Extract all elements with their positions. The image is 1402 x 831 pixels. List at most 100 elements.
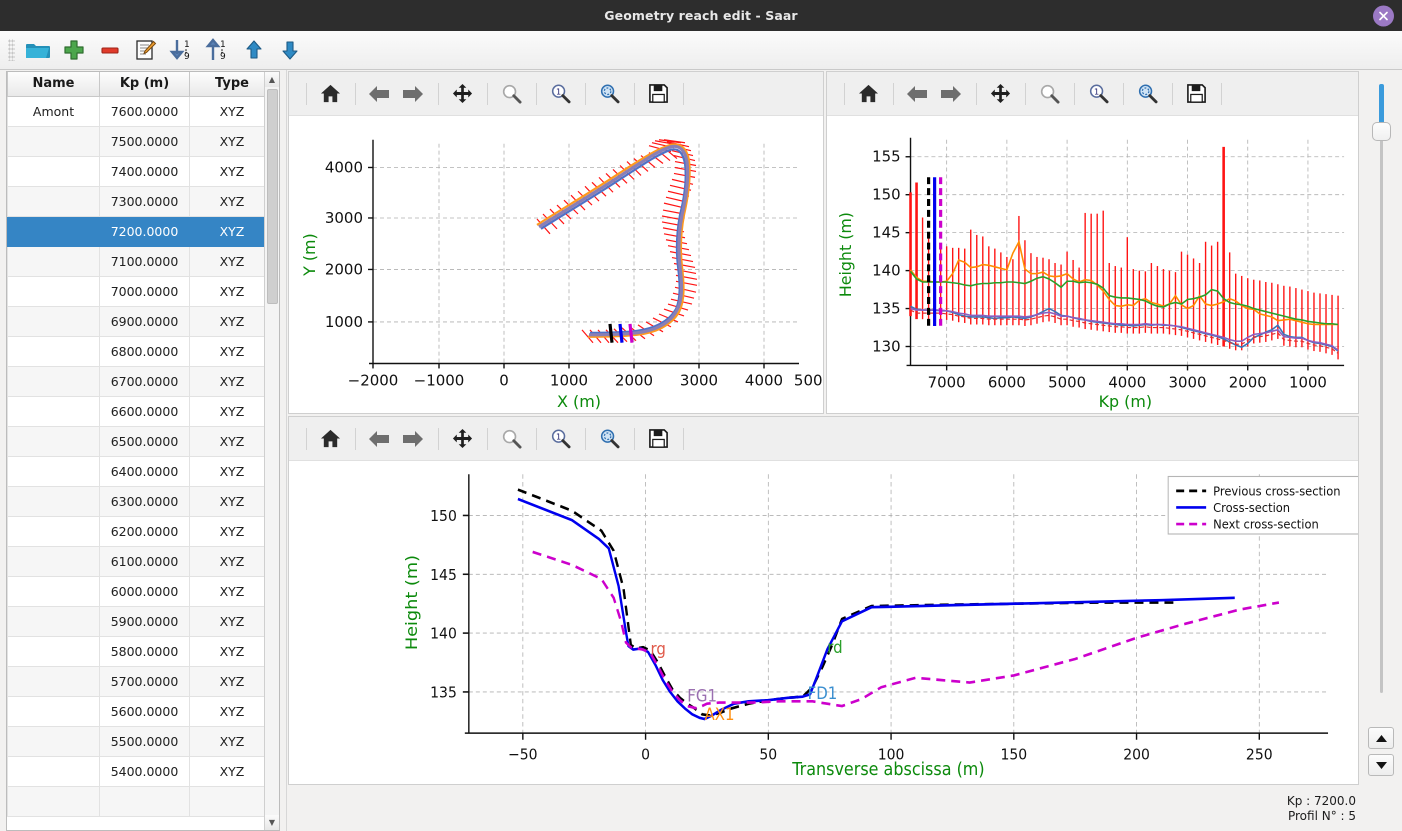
cell-kp[interactable]: 6000.0000 xyxy=(99,575,190,607)
cell-type[interactable]: XYZ xyxy=(189,125,264,157)
step-up-button[interactable] xyxy=(1368,727,1394,749)
cell-kp[interactable]: 5800.0000 xyxy=(99,635,190,667)
table-row[interactable]: 7400.0000 XYZ xyxy=(7,155,264,187)
cell-kp[interactable]: 7500.0000 xyxy=(99,125,190,157)
cell-type[interactable]: XYZ xyxy=(189,335,264,367)
cell-name[interactable] xyxy=(7,695,100,727)
cell-name[interactable] xyxy=(7,545,100,577)
table-row[interactable]: Amont 7600.0000 XYZ xyxy=(7,95,264,127)
cell-kp[interactable]: 7600.0000 xyxy=(99,95,190,127)
table-row[interactable]: 6500.0000 XYZ xyxy=(7,425,264,457)
cell-type[interactable]: XYZ xyxy=(189,275,264,307)
cell-name[interactable] xyxy=(7,785,100,817)
cell-name[interactable] xyxy=(7,665,100,697)
cell-type[interactable]: XYZ xyxy=(189,545,264,577)
cell-kp[interactable]: 6700.0000 xyxy=(99,365,190,397)
cell-name[interactable] xyxy=(7,395,100,427)
cell-kp[interactable]: 6400.0000 xyxy=(99,455,190,487)
table-row[interactable]: 5800.0000 XYZ xyxy=(7,635,264,667)
cell-kp[interactable]: 5700.0000 xyxy=(99,665,190,697)
table-row[interactable]: 7300.0000 XYZ xyxy=(7,185,264,217)
floppy-disk-icon[interactable] xyxy=(642,79,674,109)
magnifier-rect-icon[interactable] xyxy=(593,79,625,109)
table-row[interactable]: 6600.0000 XYZ xyxy=(7,395,264,427)
table-row[interactable]: 7200.0000 XYZ xyxy=(7,215,264,247)
scroll-down-arrow-icon[interactable]: ▼ xyxy=(264,815,279,830)
cell-kp[interactable]: 7100.0000 xyxy=(99,245,190,277)
column-header-kp[interactable]: Kp (m) xyxy=(99,72,190,97)
scroll-up-arrow-icon[interactable]: ▲ xyxy=(264,72,279,87)
edit-note-button[interactable] xyxy=(129,34,163,66)
magnifier-icon[interactable] xyxy=(1033,79,1065,109)
cell-name[interactable]: Amont xyxy=(7,95,100,127)
table-row[interactable]: 6700.0000 XYZ xyxy=(7,365,264,397)
cell-type[interactable]: XYZ xyxy=(189,305,264,337)
cell-type[interactable]: XYZ xyxy=(189,215,264,247)
cell-name[interactable] xyxy=(7,605,100,637)
floppy-disk-icon[interactable] xyxy=(1180,79,1212,109)
cell-type[interactable]: XYZ xyxy=(189,695,264,727)
table-row[interactable]: 6300.0000 XYZ xyxy=(7,485,264,517)
close-icon[interactable] xyxy=(1373,5,1394,26)
cell-name[interactable] xyxy=(7,245,100,277)
cell-type[interactable] xyxy=(189,785,264,817)
cell-name[interactable] xyxy=(7,125,100,157)
cell-type[interactable]: XYZ xyxy=(189,725,264,757)
cell-type[interactable]: XYZ xyxy=(189,95,264,127)
cell-name[interactable] xyxy=(7,485,100,517)
move-cross-icon[interactable] xyxy=(446,79,478,109)
cell-kp[interactable]: 7200.0000 xyxy=(99,215,190,247)
table-row[interactable]: 5600.0000 XYZ xyxy=(7,695,264,727)
cell-type[interactable]: XYZ xyxy=(189,515,264,547)
open-folder-button[interactable] xyxy=(21,34,55,66)
column-header-type[interactable]: Type xyxy=(189,72,264,97)
table-row[interactable]: 6100.0000 XYZ xyxy=(7,545,264,577)
scrollbar-track[interactable] xyxy=(265,87,280,815)
cell-name[interactable] xyxy=(7,185,100,217)
cell-kp[interactable]: 5500.0000 xyxy=(99,725,190,757)
cell-name[interactable] xyxy=(7,725,100,757)
cell-name[interactable] xyxy=(7,515,100,547)
table-row[interactable]: 6900.0000 XYZ xyxy=(7,305,264,337)
cell-name[interactable] xyxy=(7,425,100,457)
cell-type[interactable]: XYZ xyxy=(189,755,264,787)
table-row[interactable]: 6400.0000 XYZ xyxy=(7,455,264,487)
cell-kp[interactable]: 5400.0000 xyxy=(99,755,190,787)
cell-kp[interactable]: 5600.0000 xyxy=(99,695,190,727)
cell-type[interactable]: XYZ xyxy=(189,665,264,697)
cell-kp[interactable]: 7300.0000 xyxy=(99,185,190,217)
cell-name[interactable] xyxy=(7,455,100,487)
magnifier-rect-icon[interactable] xyxy=(1131,79,1163,109)
cell-kp[interactable]: 6100.0000 xyxy=(99,545,190,577)
cell-type[interactable]: XYZ xyxy=(189,395,264,427)
cell-kp[interactable]: 5900.0000 xyxy=(99,605,190,637)
move-down-button[interactable] xyxy=(273,34,307,66)
table-row[interactable]: 5400.0000 XYZ xyxy=(7,755,264,787)
cell-name[interactable] xyxy=(7,305,100,337)
cell-type[interactable]: XYZ xyxy=(189,155,264,187)
cell-name[interactable] xyxy=(7,275,100,307)
table-row[interactable]: 5500.0000 XYZ xyxy=(7,725,264,757)
floppy-disk-icon[interactable] xyxy=(642,424,674,454)
cell-kp[interactable]: 6500.0000 xyxy=(99,425,190,457)
longitudinal-profile-canvas[interactable]: 130 135 140 145 150 155 7000 6000 5000 4000 3000 2… xyxy=(827,116,1358,413)
cell-type[interactable]: XYZ xyxy=(189,245,264,277)
cell-name[interactable] xyxy=(7,155,100,187)
magnifier-one-icon[interactable]: 1 xyxy=(544,424,576,454)
cell-name[interactable] xyxy=(7,755,100,787)
cell-name[interactable] xyxy=(7,365,100,397)
arrow-left-icon[interactable] xyxy=(363,79,395,109)
scrollbar-thumb[interactable] xyxy=(266,89,278,304)
magnifier-icon[interactable] xyxy=(495,79,527,109)
cell-name[interactable] xyxy=(7,335,100,367)
move-cross-icon[interactable] xyxy=(984,79,1016,109)
home-icon[interactable] xyxy=(314,79,346,109)
table-row[interactable]: 6800.0000 XYZ xyxy=(7,335,264,367)
magnifier-one-icon[interactable]: 1 xyxy=(544,79,576,109)
home-icon[interactable] xyxy=(852,79,884,109)
planview-canvas[interactable]: 1000 2000 3000 4000 xyxy=(289,116,823,413)
magnifier-one-icon[interactable]: 1 xyxy=(1082,79,1114,109)
cell-type[interactable]: XYZ xyxy=(189,455,264,487)
cell-type[interactable]: XYZ xyxy=(189,635,264,667)
cell-kp[interactable]: 6300.0000 xyxy=(99,485,190,517)
